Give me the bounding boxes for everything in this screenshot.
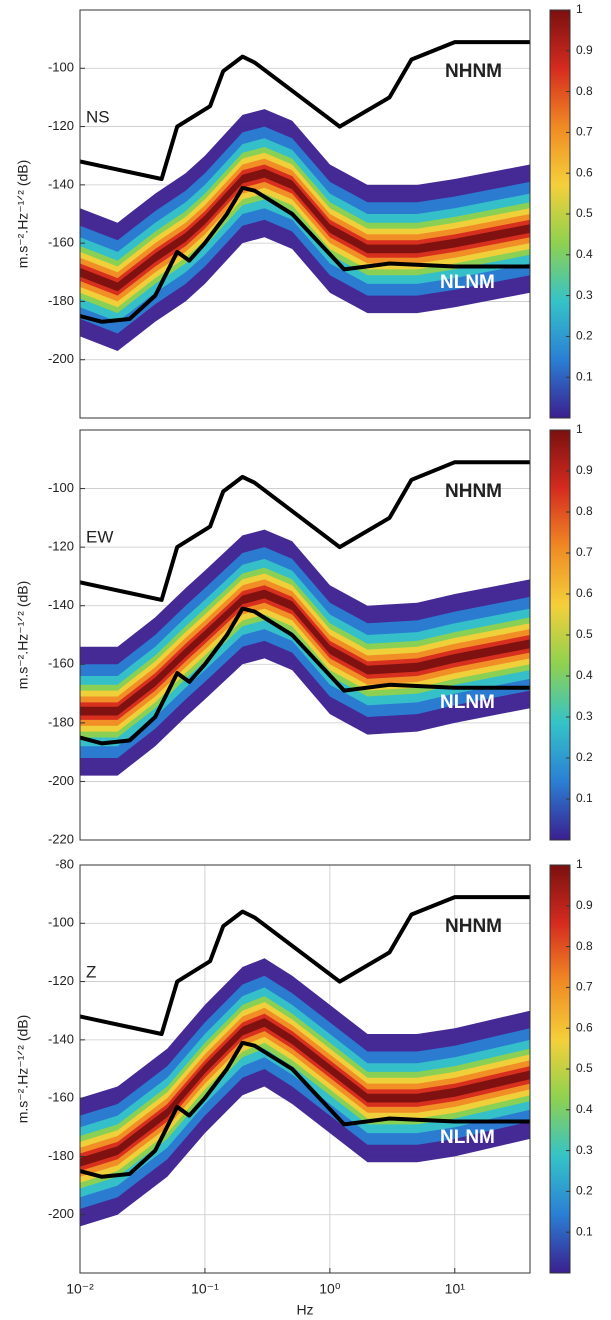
- series-label: NHNM: [445, 481, 502, 502]
- y-tick-label: -180: [48, 1148, 74, 1163]
- colorbar-tick-label: 0.5: [576, 206, 593, 220]
- colorbar-tick-label: 0.9: [576, 898, 593, 912]
- colorbar-tick-label: 0.3: [576, 709, 593, 723]
- colorbar-tick-label: 1: [576, 857, 583, 871]
- y-tick-label: -80: [55, 856, 74, 871]
- density-band: [80, 147, 530, 314]
- y-tick-label: -180: [48, 714, 74, 729]
- colorbar-tick-label: 0.4: [576, 1102, 593, 1116]
- noise-model-line: [80, 1040, 530, 1179]
- x-tick-label: 10⁰: [319, 1281, 341, 1297]
- y-tick-label: -160: [48, 235, 74, 250]
- y-tick-label: -100: [48, 60, 74, 75]
- series-label: NLNM: [440, 1127, 495, 1148]
- series-label: NHNM: [445, 916, 502, 937]
- x-tick-label: 10⁻¹: [191, 1281, 219, 1297]
- colorbar-tick-label: 0.7: [576, 545, 593, 559]
- colorbar-tick-label: 0.8: [576, 939, 593, 953]
- y-tick-label: -220: [48, 831, 74, 846]
- noise-model-line: [80, 40, 530, 181]
- colorbar-tick-label: 0.7: [576, 125, 593, 139]
- series-label: NLNM: [440, 692, 495, 713]
- colorbar-tick-label: 0.3: [576, 1143, 593, 1157]
- noise-model-line: [80, 185, 530, 324]
- y-tick-label: -100: [48, 480, 74, 495]
- colorbar-tick-label: 0.5: [576, 627, 593, 641]
- colorbar-tick-label: 0.2: [576, 329, 593, 343]
- y-tick-label: -160: [48, 1090, 74, 1105]
- plot-frame: [79, 429, 531, 841]
- y-tick-label: -120: [48, 539, 74, 554]
- y-tick-label: -160: [48, 656, 74, 671]
- noise-model-line: [80, 606, 530, 746]
- plot-frame: [79, 9, 531, 419]
- density: [80, 958, 530, 1227]
- component-label: NS: [86, 107, 110, 126]
- y-tick-label: -100: [48, 915, 74, 930]
- colorbar-tick-label: 1: [576, 2, 583, 16]
- colorbar-tick-label: 0.3: [576, 288, 593, 302]
- y-tick-label: -200: [48, 1206, 74, 1221]
- density-band: [80, 589, 530, 716]
- colorbar-tick-label: 0.4: [576, 247, 593, 261]
- y-tick-label: -140: [48, 1031, 74, 1046]
- density-band: [80, 168, 530, 292]
- component-label: Z: [86, 962, 96, 981]
- density-band: [80, 558, 530, 747]
- colorbar-tick-label: 0.6: [576, 1020, 593, 1034]
- colorbar-tick-label: 0.1: [576, 1224, 593, 1238]
- colorbar-tick-label: 0.6: [576, 165, 593, 179]
- y-axis-label: m.s⁻².Hz⁻¹ᐟ² (dB): [15, 160, 31, 269]
- noise-model-line: [80, 460, 530, 602]
- colorbar-tick-label: 0.9: [576, 43, 593, 57]
- colorbar-tick-label: 1: [576, 422, 583, 436]
- x-tick-label: 10⁻²: [66, 1281, 94, 1297]
- colorbar-tick-label: 0.1: [576, 791, 593, 805]
- colorbar-tick-label: 0.2: [576, 750, 593, 764]
- x-axis-label: Hz: [296, 1302, 313, 1318]
- colorbar-tick-label: 0.9: [576, 463, 593, 477]
- y-tick-label: -200: [48, 351, 74, 366]
- colorbar-tick-label: 0.1: [576, 369, 593, 383]
- colorbar-tick-label: 0.8: [576, 504, 593, 518]
- y-tick-label: -140: [48, 176, 74, 191]
- colorbar-tick-label: 0.6: [576, 586, 593, 600]
- density-band: [80, 152, 530, 308]
- y-tick-label: -120: [48, 118, 74, 133]
- component-label: EW: [86, 527, 113, 546]
- colorbar-tick-label: 0.5: [576, 1061, 593, 1075]
- y-tick-label: -200: [48, 773, 74, 788]
- colorbar-tick-label: 0.2: [576, 1184, 593, 1198]
- series-label: NLNM: [440, 272, 495, 293]
- plot-frame: [79, 864, 531, 1274]
- colorbar-tick-label: 0.7: [576, 980, 593, 994]
- density-band: [80, 975, 530, 1209]
- y-tick-label: -120: [48, 973, 74, 988]
- x-tick-label: 10¹: [445, 1281, 466, 1297]
- density-band: [80, 1018, 530, 1167]
- density: [80, 529, 530, 776]
- y-tick-label: -180: [48, 293, 74, 308]
- y-tick-label: -140: [48, 597, 74, 612]
- colorbar-tick-label: 0.8: [576, 84, 593, 98]
- series-label: NHNM: [445, 61, 502, 82]
- colorbar-tick-label: 0.4: [576, 668, 593, 682]
- y-axis-label: m.s⁻².Hz⁻¹ᐟ² (dB): [15, 581, 31, 690]
- y-axis-label: m.s⁻².Hz⁻¹ᐟ² (dB): [15, 1015, 31, 1124]
- noise-model-line: [80, 895, 530, 1036]
